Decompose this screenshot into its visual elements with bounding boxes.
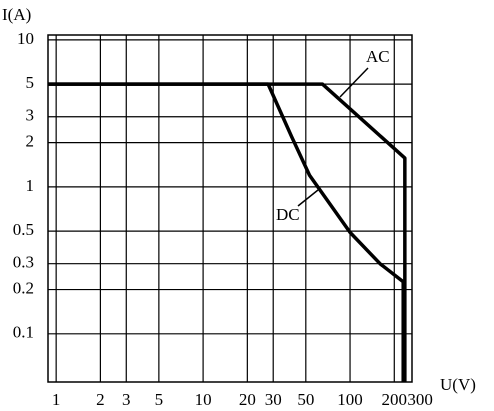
x-tick-label: 2 [96, 390, 105, 409]
x-tick-label: 5 [155, 390, 164, 409]
plot-frame [47, 34, 413, 383]
x-tick-label: 100 [337, 390, 363, 409]
y-axis-label: I(A) [2, 5, 31, 24]
series-line [48, 82, 405, 382]
x-tick-label: 20 [239, 390, 256, 409]
x-tick-label: 50 [297, 390, 314, 409]
dc-leader [297, 189, 319, 207]
y-tick-label: 5 [26, 73, 35, 92]
x-axis-label: U(V) [440, 375, 476, 394]
y-tick-label: 1 [26, 176, 35, 195]
y-tick-label: 0.2 [13, 278, 34, 297]
x-tick-label: 10 [195, 390, 212, 409]
y-tick-label: 0.1 [13, 323, 34, 342]
x-tick-label: 200 [382, 390, 408, 409]
x-tick-label: 3 [122, 390, 131, 409]
series-label: AC [366, 47, 390, 66]
x-tick-label: 1 [52, 390, 61, 409]
y-tick-label: 0.5 [13, 220, 34, 239]
y-tick-label: 0.3 [13, 253, 34, 272]
y-tick-label: 2 [26, 132, 35, 151]
x-tick-label: 300 [407, 390, 433, 409]
y-tick-label: 3 [26, 106, 35, 125]
ac-leader [339, 67, 369, 98]
x-tick-label: 30 [265, 390, 282, 409]
y-tick-label: 10 [17, 29, 34, 48]
series-label: DC [276, 205, 300, 224]
